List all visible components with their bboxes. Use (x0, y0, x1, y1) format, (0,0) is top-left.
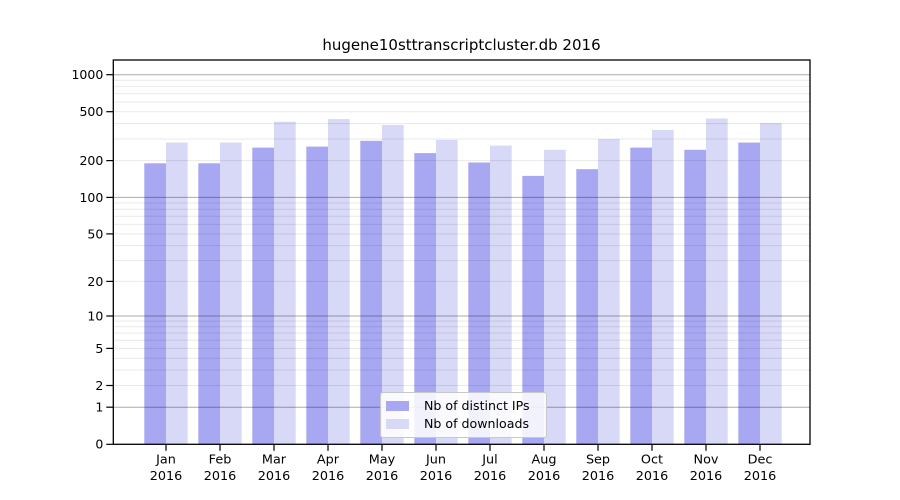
y-tick-label-100: 100 (79, 190, 103, 205)
x-tick-label-year-aug: 2016 (528, 469, 561, 484)
x-tick-label-year-apr: 2016 (312, 469, 345, 484)
bar-downloads-aug (544, 149, 566, 445)
bar-downloads-sep (598, 139, 620, 445)
x-tick-label-month-jun: Jun (425, 453, 446, 468)
x-tick-label-month-sep: Sep (586, 453, 610, 468)
bar-ips-oct (630, 147, 652, 445)
y-tick-label-200: 200 (79, 153, 103, 168)
bar-downloads-oct (652, 130, 674, 445)
y-tick-label-5: 5 (95, 341, 103, 356)
x-tick-label-month-mar: Mar (262, 453, 287, 468)
x-tick-label-year-dec: 2016 (744, 469, 777, 484)
x-tick-label-month-may: May (369, 453, 396, 468)
bar-downloads-may (382, 125, 404, 445)
x-tick-label-year-nov: 2016 (690, 469, 723, 484)
x-tick-label-month-apr: Apr (317, 453, 340, 468)
bar-ips-nov (684, 149, 706, 445)
bar-downloads-mar (274, 121, 296, 445)
y-tick-label-50: 50 (87, 226, 103, 241)
bar-downloads-jan (166, 142, 188, 445)
y-tick-label-500: 500 (79, 104, 103, 119)
legend-swatch-distinct-ips (386, 400, 409, 411)
x-tick-label-month-feb: Feb (209, 453, 232, 468)
x-tick-label-month-oct: Oct (641, 453, 663, 468)
x-tick-label-year-jul: 2016 (474, 469, 507, 484)
bar-downloads-dec (760, 123, 782, 445)
bar-ips-sep (576, 169, 598, 445)
bar-ips-apr (306, 146, 328, 445)
x-tick-label-year-jun: 2016 (420, 469, 453, 484)
x-tick-label-year-mar: 2016 (258, 469, 291, 484)
bar-ips-feb (198, 163, 220, 445)
x-tick-label-month-aug: Aug (532, 453, 557, 468)
bar-ips-mar (252, 147, 274, 445)
bar-ips-jan (144, 163, 166, 445)
x-tick-label-year-oct: 2016 (636, 469, 669, 484)
y-tick-label-0: 0 (95, 437, 103, 452)
bar-ips-jul (468, 162, 490, 445)
x-tick-label-month-jul: Jul (481, 453, 497, 468)
y-tick-label-10: 10 (87, 308, 103, 323)
legend-label-distinct-ips: Nb of distinct IPs (424, 398, 530, 413)
x-tick-label-year-jan: 2016 (150, 469, 183, 484)
x-tick-label-year-sep: 2016 (582, 469, 615, 484)
y-tick-label-1: 1 (95, 400, 103, 415)
legend: Nb of distinct IPs Nb of downloads (380, 392, 547, 438)
plot-border (112, 59, 811, 445)
bar-ips-aug (522, 175, 544, 445)
legend-item-distinct-ips: Nb of distinct IPs (386, 397, 540, 414)
y-tick-label-20: 20 (87, 274, 103, 289)
chart-title: hugene10sttranscriptcluster.db 2016 (322, 36, 601, 54)
bar-ips-jun (414, 153, 436, 445)
legend-label-downloads: Nb of downloads (424, 416, 530, 431)
bar-ips-may (360, 140, 382, 445)
y-tick-label-1000: 1000 (71, 67, 103, 82)
x-tick-label-month-dec: Dec (748, 453, 773, 468)
x-tick-label-month-jan: Jan (155, 453, 176, 468)
legend-item-downloads: Nb of downloads (386, 415, 540, 432)
legend-swatch-downloads (386, 418, 409, 429)
bar-ips-dec (738, 142, 760, 445)
x-tick-label-year-may: 2016 (366, 469, 399, 484)
y-tick-label-2: 2 (95, 378, 103, 393)
x-tick-label-month-nov: Nov (694, 453, 719, 468)
x-tick-label-year-feb: 2016 (204, 469, 237, 484)
bar-downloads-feb (220, 142, 242, 445)
